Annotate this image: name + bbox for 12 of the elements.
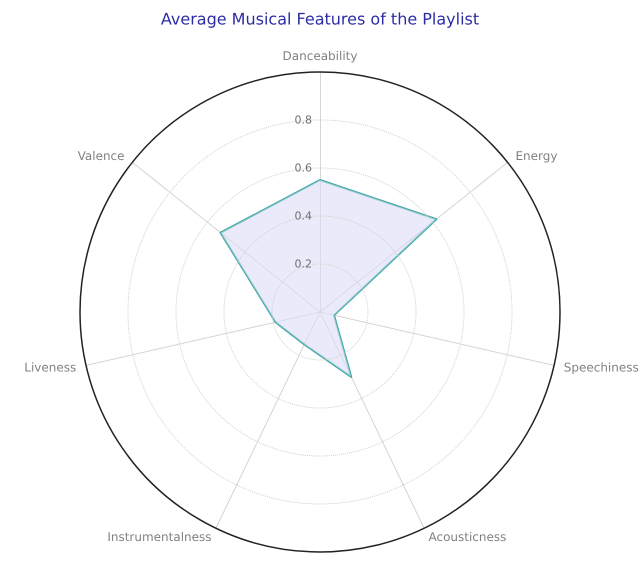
spoke-label: Valence	[78, 149, 125, 164]
spoke-label: Acousticness	[428, 530, 506, 544]
y-tick-label: 0.2	[294, 258, 312, 270]
spoke-label: Danceability	[282, 49, 358, 63]
spoke-label: Instrumentalness	[107, 530, 212, 544]
y-tick-label: 0.6	[294, 162, 312, 174]
y-tick-label: 0.4	[294, 210, 312, 222]
chart-title: Average Musical Features of the Playlist	[160, 10, 480, 28]
spoke-label: Liveness	[24, 360, 76, 375]
spoke-label: Energy	[515, 149, 558, 164]
y-tick-label: 0.8	[294, 114, 312, 126]
spoke-label: Speechiness	[564, 360, 639, 375]
